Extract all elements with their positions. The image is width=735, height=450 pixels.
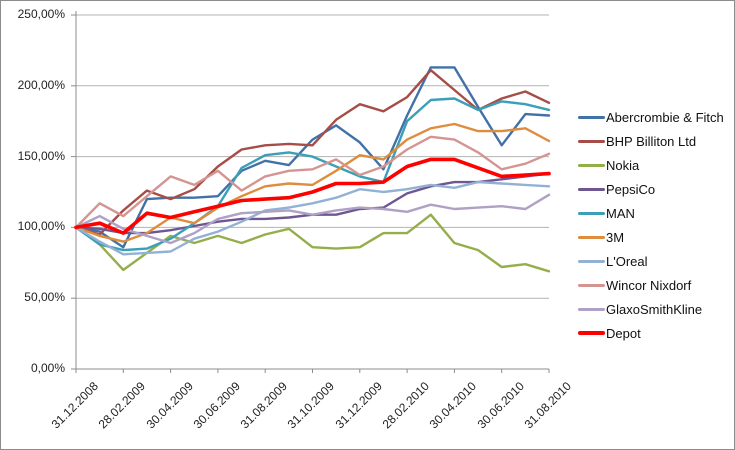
y-axis-label-100: 100,00%: [17, 219, 65, 234]
legend-label: Depot: [606, 325, 641, 341]
series-line-depot[interactable]: [74, 157, 551, 235]
legend-swatch-icon: [578, 211, 605, 215]
legend-item-pepsico[interactable]: PepsiCo: [578, 177, 724, 201]
y-axis-label-250: 250,00%: [17, 7, 65, 21]
legend-label: BHP Billiton Ltd: [606, 133, 697, 149]
legend-item-wincor-nixdorf[interactable]: Wincor Nixdorf: [578, 273, 724, 297]
legend-swatch-icon: [578, 307, 605, 311]
legend: Abercrombie & Fitch BHP Billiton Ltd Nokia…: [578, 105, 724, 345]
y-axis-label-0: 0,00%: [30, 361, 65, 375]
legend-swatch-icon: [578, 259, 605, 263]
legend-item-bhp-billiton-ltd[interactable]: BHP Billiton Ltd: [578, 129, 724, 153]
legend-label: 3M: [606, 229, 625, 245]
series-line-man[interactable]: [74, 97, 551, 252]
legend-label: MAN: [606, 205, 635, 221]
y-axis-label-150: 150,00%: [17, 148, 65, 163]
legend-item-glaxosmithkline[interactable]: GlaxoSmithKline: [578, 297, 724, 321]
legend-item-abercrombie-fitch[interactable]: Abercrombie & Fitch: [578, 105, 724, 129]
series-line-nokia[interactable]: [74, 213, 551, 273]
y-axis-label-50: 50,00%: [24, 290, 65, 305]
legend-swatch-icon: [578, 187, 605, 191]
legend-swatch-icon: [578, 331, 605, 335]
legend-item-3m[interactable]: 3M: [578, 225, 724, 249]
legend-swatch-icon: [578, 115, 605, 119]
legend-swatch-icon: [578, 283, 605, 287]
legend-item-depot[interactable]: Depot: [578, 321, 724, 345]
series-line-bhp-billiton-ltd[interactable]: [74, 68, 551, 236]
legend-item-l-oreal[interactable]: L'Oreal: [578, 249, 724, 273]
series-line-3m[interactable]: [74, 122, 551, 243]
legend-label: Abercrombie & Fitch: [606, 109, 724, 125]
legend-label: GlaxoSmithKline: [606, 301, 703, 317]
legend-item-man[interactable]: MAN: [578, 201, 724, 225]
legend-swatch-icon: [578, 139, 605, 143]
y-axis-label-200: 200,00%: [17, 77, 65, 92]
series-line-l-oreal[interactable]: [74, 180, 551, 256]
legend-swatch-icon: [578, 235, 605, 239]
legend-swatch-icon: [578, 163, 605, 167]
series-line-wincor-nixdorf[interactable]: [74, 135, 551, 229]
legend-label: Nokia: [606, 157, 640, 173]
legend-item-nokia[interactable]: Nokia: [578, 153, 724, 177]
legend-label: Wincor Nixdorf: [606, 277, 692, 293]
series-line-abercrombie-fitch[interactable]: [74, 66, 551, 249]
legend-label: PepsiCo: [606, 181, 656, 197]
legend-label: L'Oreal: [606, 253, 648, 269]
series-line-glaxosmithkline[interactable]: [74, 193, 551, 245]
